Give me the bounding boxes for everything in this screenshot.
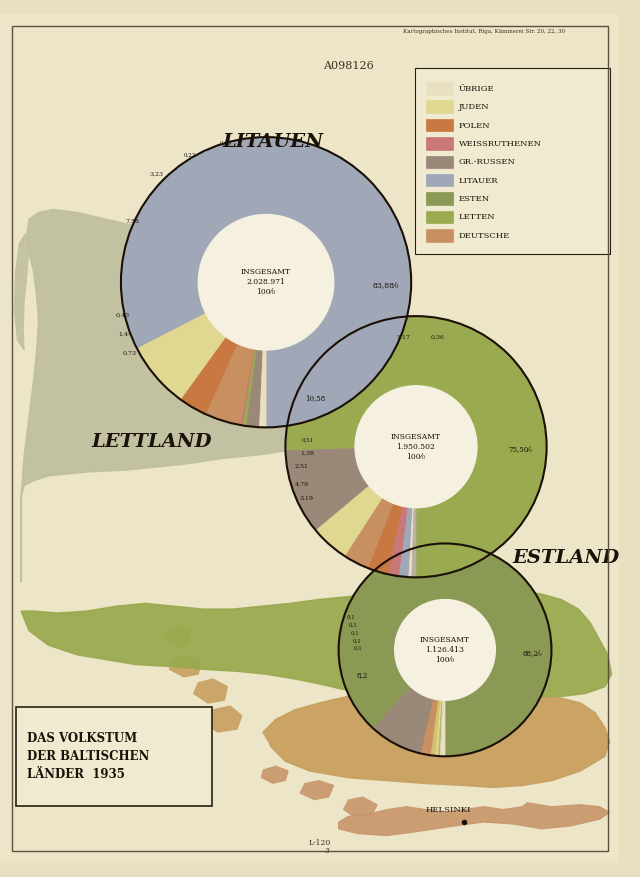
Text: INSGESAMT
1.950.502
100⁄₀: INSGESAMT 1.950.502 100⁄₀ [391,433,441,460]
Text: 10,58: 10,58 [305,395,325,403]
Wedge shape [316,486,383,557]
Text: 0,1: 0,1 [354,645,363,651]
Text: 4,79: 4,79 [295,481,309,487]
Text: 0,36: 0,36 [431,334,444,339]
Bar [426,100,452,113]
Wedge shape [421,699,438,755]
Polygon shape [170,655,201,677]
Wedge shape [409,508,414,577]
Text: 1,38: 1,38 [300,451,314,455]
Bar [426,82,452,95]
Bar [426,137,452,150]
Circle shape [198,215,334,350]
Text: 0,1: 0,1 [352,638,361,643]
Text: 83,88⁄₀: 83,88⁄₀ [372,282,399,289]
Wedge shape [241,349,255,425]
Text: 88,2⁄₀: 88,2⁄₀ [522,649,542,657]
Bar [426,118,452,132]
Text: INSGESAMT
2.028.971
100⁄₀: INSGESAMT 2.028.971 100⁄₀ [241,268,291,296]
Circle shape [395,600,495,700]
Wedge shape [438,700,443,756]
Text: DAS VOLKSTUM
DER BALTISCHEN
LÄNDER  1935: DAS VOLKSTUM DER BALTISCHEN LÄNDER 1935 [27,731,150,781]
Text: 0,73: 0,73 [123,351,137,356]
Text: HELSINKI: HELSINKI [426,807,471,815]
Text: 0,51: 0,51 [302,438,314,443]
Text: 0,1: 0,1 [348,623,357,628]
Bar [426,229,452,242]
Text: GR.-RUSSEN: GR.-RUSSEN [459,158,515,167]
Text: 3,23: 3,23 [150,172,164,177]
Text: 2,51: 2,51 [295,464,309,469]
Text: 8,2: 8,2 [356,671,367,679]
Text: A098126: A098126 [323,61,374,71]
Wedge shape [399,507,413,577]
Text: ESTLAND: ESTLAND [513,549,620,567]
Text: LETTLAND: LETTLAND [92,432,212,451]
FancyBboxPatch shape [415,68,611,254]
Wedge shape [285,316,547,577]
Wedge shape [388,506,408,576]
Polygon shape [15,234,29,350]
Text: 7,58: 7,58 [126,218,140,224]
Text: INSGESAMT
1.126.413
100⁄₀: INSGESAMT 1.126.413 100⁄₀ [420,636,470,664]
Wedge shape [345,498,394,568]
Wedge shape [181,337,238,415]
Wedge shape [436,700,442,756]
Polygon shape [261,766,288,783]
Bar [426,155,452,168]
Polygon shape [164,625,191,648]
Text: JUDEN: JUDEN [459,103,489,111]
Wedge shape [339,544,552,756]
FancyBboxPatch shape [17,707,212,806]
Bar [426,210,452,224]
Wedge shape [373,687,434,753]
Text: DEUTSCHE: DEUTSCHE [459,232,510,239]
Text: 75,50⁄₀: 75,50⁄₀ [508,446,532,453]
Circle shape [355,386,477,508]
Polygon shape [21,210,401,582]
Wedge shape [243,349,257,426]
Text: 0,22: 0,22 [184,153,196,158]
Text: LITAUEN: LITAUEN [223,132,324,151]
Wedge shape [206,344,254,425]
Text: ÜBRIGE: ÜBRIGE [459,85,494,93]
Polygon shape [21,587,611,696]
Text: L-120: L-120 [308,839,330,847]
Polygon shape [339,802,609,836]
Wedge shape [412,508,416,577]
Text: ESTEN: ESTEN [459,195,490,203]
Bar [426,174,452,187]
Wedge shape [121,137,411,427]
Text: WEISSRUTHENEN: WEISSRUTHENEN [459,140,541,148]
Text: 1,17: 1,17 [397,334,411,339]
Text: 1,44: 1,44 [118,332,132,337]
Text: Kartographisches Institut, Riga, Kämmerei Str. 20, 22, 30: Kartographisches Institut, Riga, Kämmere… [403,29,564,33]
Wedge shape [285,449,369,531]
Bar [426,192,452,205]
Polygon shape [344,797,378,816]
Polygon shape [193,679,227,703]
Wedge shape [137,313,227,400]
Text: 0,1: 0,1 [350,631,359,636]
Wedge shape [440,700,445,756]
Text: 0,99: 0,99 [220,141,232,146]
Text: 0,43: 0,43 [116,313,130,318]
Text: 3: 3 [324,847,330,855]
Polygon shape [263,684,609,788]
Text: LETTEN: LETTEN [459,213,495,221]
Wedge shape [431,700,440,756]
Polygon shape [203,706,242,732]
Text: 0,1: 0,1 [346,615,355,620]
Wedge shape [259,350,266,427]
Wedge shape [369,503,403,574]
Text: POLEN: POLEN [459,122,490,130]
Text: LITAUER: LITAUER [459,176,498,185]
Polygon shape [300,781,334,800]
Wedge shape [246,349,263,427]
Text: 3,19: 3,19 [300,496,314,501]
